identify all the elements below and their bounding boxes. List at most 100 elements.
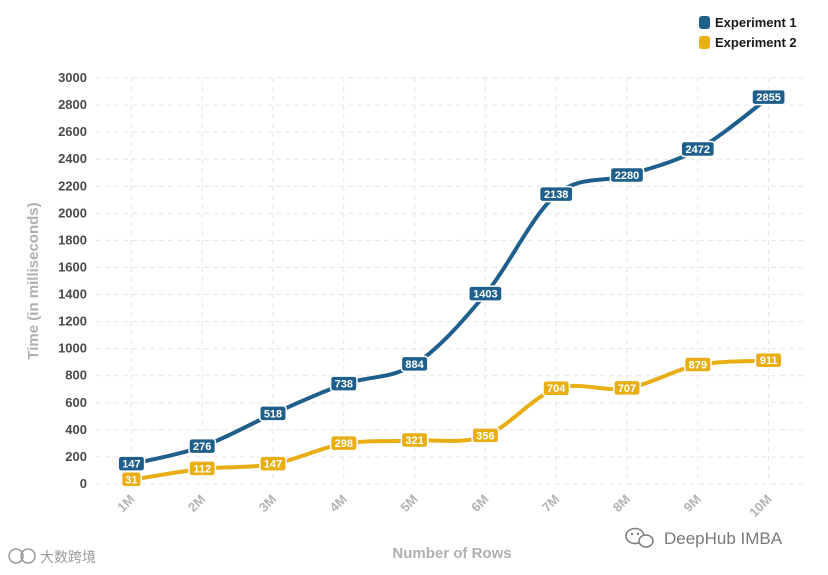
x-tick-label: 6M: [468, 492, 491, 515]
legend-swatch: [699, 16, 710, 29]
watermark-text: DeepHub IMBA: [664, 529, 783, 548]
data-label: 2472: [680, 140, 716, 158]
series-group: [129, 95, 771, 482]
data-label-box: [400, 355, 429, 373]
data-label: 112: [188, 460, 217, 477]
data-label-text: 321: [405, 435, 423, 447]
y-tick-label: 800: [65, 368, 87, 383]
data-label-box: [683, 356, 712, 373]
x-tick-label: 2M: [185, 492, 208, 515]
legend-label: Experiment 2: [715, 35, 797, 50]
y-tick-label: 1000: [58, 341, 87, 356]
data-label-text: 2280: [615, 170, 639, 182]
data-label-text: 518: [264, 408, 282, 420]
data-label-text: 911: [760, 355, 778, 367]
wechat-icon: [625, 527, 654, 548]
data-label-text: 31: [125, 474, 137, 486]
data-label: 518: [259, 405, 287, 422]
y-axis-title: Time (in milliseconds): [25, 202, 42, 359]
data-label-box: [329, 434, 358, 452]
series-line-2: [129, 358, 771, 482]
y-tick-label: 600: [65, 395, 87, 410]
y-tick-label: 200: [65, 449, 87, 464]
data-label-text: 2138: [544, 189, 568, 201]
data-label: 1403: [468, 285, 503, 302]
data-label: 2280: [609, 166, 645, 184]
legend-item[interactable]: Experiment 2: [699, 35, 797, 50]
data-label-text: 356: [476, 430, 494, 442]
x-tick-label: 3M: [256, 492, 279, 515]
x-tick-label: 1M: [114, 492, 137, 515]
data-label-box: [468, 285, 503, 302]
data-label: 911: [754, 351, 783, 369]
data-label-box: [329, 375, 358, 392]
data-label-text: 112: [193, 463, 211, 475]
x-tick-label: 5M: [397, 492, 420, 515]
data-label: 2138: [538, 185, 574, 203]
data-label-box: [613, 379, 641, 397]
x-tick-label: 10M: [746, 492, 774, 520]
data-label-box: [188, 437, 217, 455]
y-tick-label: 2000: [58, 205, 87, 220]
y-tick-label: 2800: [58, 97, 87, 112]
legend-label: Experiment 1: [715, 15, 797, 30]
data-label-box: [609, 166, 645, 184]
x-tick-label: 4M: [327, 492, 350, 515]
data-label: 321: [400, 431, 429, 449]
data-label-box: [120, 471, 142, 488]
data-label-box: [259, 405, 287, 422]
data-label: 147: [259, 455, 287, 472]
data-label: 31: [120, 471, 142, 488]
y-tick-label: 2400: [58, 151, 87, 166]
data-label-text: 738: [335, 379, 353, 391]
logo-icon: [8, 548, 36, 564]
data-label: 884: [400, 355, 429, 373]
data-label: 147: [117, 455, 146, 472]
data-label-text: 147: [264, 459, 282, 471]
y-tick-label: 1400: [58, 287, 87, 302]
data-label-box: [259, 455, 287, 472]
y-tick-label: 1800: [58, 232, 87, 247]
data-label: 2855: [751, 88, 786, 106]
data-label-box: [754, 351, 783, 369]
data-labels: 147 276 518 738 884 1403 2138 2280 2472 2855 31 112…: [117, 88, 786, 488]
x-tick-label: 8M: [610, 492, 633, 515]
data-label: 298: [329, 434, 358, 452]
y-tick-label: 1600: [58, 259, 87, 274]
data-label-text: 707: [618, 383, 636, 395]
data-label: 879: [683, 356, 712, 373]
watermark-corner-text: 大数跨境: [40, 549, 96, 565]
data-label: 707: [613, 379, 641, 397]
data-label-box: [680, 140, 716, 158]
x-axis-ticks: 1M 2M 3M 4M 5M 6M 7M 8M 9M 10M: [114, 492, 775, 520]
y-tick-label: 2600: [58, 124, 87, 139]
y-tick-label: 400: [65, 422, 87, 437]
data-label-box: [471, 427, 500, 444]
watermark: DeepHub IMBA 大数跨境: [8, 527, 783, 565]
data-label-text: 2855: [756, 92, 780, 104]
data-label: 276: [188, 437, 217, 455]
legend-item[interactable]: Experiment 1: [699, 15, 797, 30]
data-label: 738: [329, 375, 358, 392]
legend[interactable]: Experiment 1 Experiment 2: [699, 15, 797, 50]
data-label-box: [400, 431, 429, 449]
data-label-box: [751, 88, 786, 106]
data-label: 356: [471, 427, 500, 444]
data-label-text: 884: [405, 359, 424, 371]
y-axis-ticks: 0 200 400 600 800 1000 1200 1400 1600 1800 2000 220…: [58, 70, 87, 491]
x-tick-label: 9M: [681, 492, 704, 515]
data-label-text: 276: [193, 441, 211, 453]
data-label-text: 704: [547, 383, 566, 395]
data-label-text: 2472: [686, 144, 710, 156]
data-label: 704: [542, 379, 571, 397]
data-label-box: [188, 460, 217, 477]
x-tick-label: 7M: [539, 492, 562, 515]
legend-swatch: [699, 36, 710, 49]
x-axis-title: Number of Rows: [392, 545, 511, 562]
y-tick-label: 2200: [58, 178, 87, 193]
data-label-text: 298: [335, 438, 353, 450]
data-label-text: 147: [122, 459, 140, 471]
series-line-1: [129, 95, 771, 467]
data-label-text: 1403: [473, 289, 497, 301]
